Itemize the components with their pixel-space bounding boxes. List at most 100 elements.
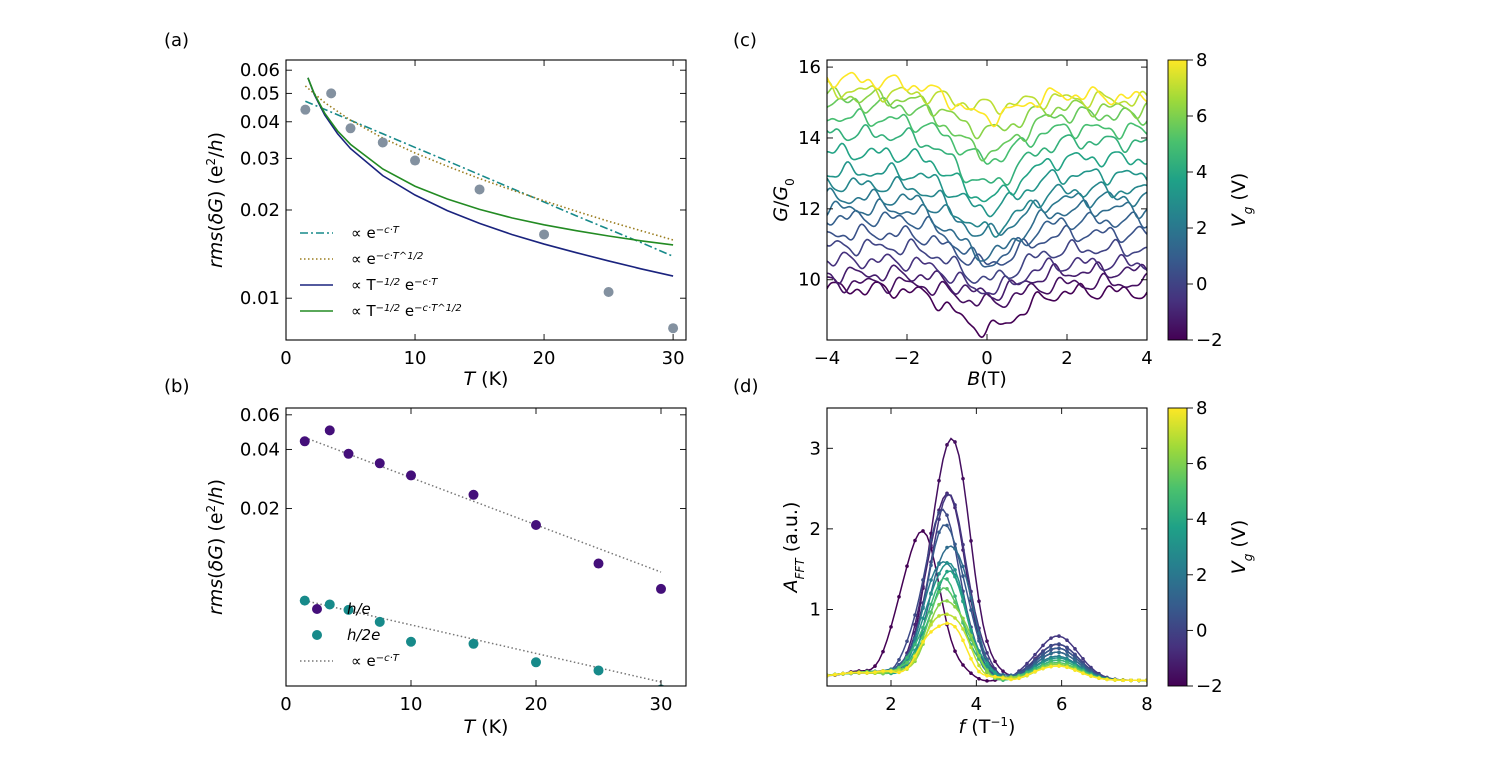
conductance-trace bbox=[827, 161, 1147, 218]
fft-point bbox=[953, 624, 957, 629]
fft-point bbox=[993, 659, 997, 664]
fft-point bbox=[945, 577, 949, 581]
panel-b-ytick-label: 0.04 bbox=[240, 439, 280, 460]
panel-c-colorbar bbox=[1167, 59, 1188, 341]
fft-point bbox=[1081, 657, 1085, 661]
conductance-trace bbox=[827, 86, 1147, 140]
panel-c-xtick-label: 2 bbox=[1061, 348, 1072, 369]
fft-point bbox=[985, 673, 989, 678]
fft-point bbox=[1025, 673, 1029, 677]
fft-point bbox=[937, 581, 941, 586]
fft-point bbox=[1081, 671, 1085, 676]
fft-point bbox=[945, 545, 949, 550]
fft-point bbox=[897, 670, 901, 675]
panel-b-ytick-label: 0.06 bbox=[240, 405, 280, 426]
fft-point bbox=[929, 602, 933, 607]
fft-point bbox=[1057, 650, 1061, 655]
fft-point bbox=[945, 561, 949, 565]
data-point bbox=[474, 184, 485, 195]
fft-point bbox=[969, 671, 973, 676]
fft-point bbox=[1121, 678, 1125, 683]
fft-point bbox=[929, 611, 933, 615]
fft-point bbox=[985, 651, 989, 655]
fft-point bbox=[1065, 665, 1069, 670]
fft-point bbox=[977, 631, 981, 636]
panel-c-cbtick-label: 0 bbox=[1196, 274, 1207, 295]
fft-point bbox=[1065, 645, 1069, 650]
panel-c-ytick-label: 14 bbox=[798, 128, 821, 149]
fit-line bbox=[304, 436, 662, 573]
fft-point bbox=[921, 606, 925, 611]
panel-a-ytick-label: 0.01 bbox=[240, 288, 280, 309]
fft-point bbox=[945, 586, 949, 591]
fft-point bbox=[857, 671, 861, 675]
fft-point bbox=[921, 625, 925, 630]
fft-point bbox=[1089, 674, 1093, 678]
fft-point bbox=[977, 599, 981, 603]
fft-point bbox=[953, 604, 957, 609]
chart-panel-b: 0 10 20 30 0.02 0.04 0.06 T (K) rms(δG) (e2/h)… bbox=[204, 405, 687, 738]
fft-point bbox=[1057, 664, 1061, 668]
panel-d-cbtick-label: −2 bbox=[1196, 676, 1223, 697]
legend-label: ∝ e−c·T^1/2 bbox=[351, 250, 423, 268]
fft-point bbox=[945, 492, 949, 497]
fft-point bbox=[969, 645, 973, 650]
conductance-trace bbox=[827, 251, 1147, 296]
chart-panel-d: 2 4 6 8 1 2 3 f (T−1) AFFT (a.u.) −2 0 2 4 6 8 Vg (… bbox=[780, 398, 1255, 738]
fft-point bbox=[969, 628, 973, 633]
fft-point bbox=[905, 564, 909, 568]
fft-point bbox=[945, 599, 949, 603]
panel-label-b: (b) bbox=[164, 376, 189, 397]
fft-point bbox=[1049, 664, 1053, 669]
panel-c-xtick-label: −2 bbox=[894, 348, 921, 369]
panel-d-cbtick-label: 0 bbox=[1196, 620, 1207, 641]
panel-a-legend: ∝ e−c·T ∝ e−c·T^1/2 ∝ T−1/2 e−c·T ∝ T−1/2 e… bbox=[300, 224, 462, 320]
fft-point bbox=[953, 542, 957, 547]
data-point bbox=[603, 286, 614, 297]
fit-line bbox=[304, 85, 674, 241]
panel-d-cbtick-label: 2 bbox=[1196, 565, 1207, 586]
fft-point bbox=[985, 661, 989, 666]
panel-a-xtick-label: 0 bbox=[280, 348, 291, 369]
fft-point bbox=[905, 655, 909, 660]
data-point bbox=[468, 638, 479, 649]
panel-d-xtick-label: 4 bbox=[971, 694, 982, 715]
fft-point bbox=[1049, 636, 1053, 640]
fft-point bbox=[1097, 676, 1101, 680]
fft-point bbox=[1073, 655, 1077, 660]
panel-d-cbtick-label: 4 bbox=[1196, 509, 1207, 530]
fft-point bbox=[945, 612, 949, 617]
fft-point bbox=[985, 679, 989, 683]
panel-label-c: (c) bbox=[733, 30, 757, 51]
panel-c-xtick-label: −4 bbox=[814, 348, 841, 369]
panel-d-ytick-label: 2 bbox=[810, 519, 821, 540]
fft-point bbox=[913, 622, 917, 627]
fft-point bbox=[953, 616, 957, 620]
fit-line bbox=[307, 77, 674, 277]
panel-d-ytick-label: 1 bbox=[810, 599, 821, 620]
conductance-trace bbox=[827, 238, 1147, 284]
fft-point bbox=[905, 639, 909, 644]
fft-point bbox=[889, 669, 893, 674]
data-point bbox=[593, 665, 604, 676]
fft-point bbox=[961, 476, 965, 481]
data-point bbox=[300, 104, 311, 115]
data-point bbox=[531, 657, 541, 668]
legend-label: h/e bbox=[347, 600, 371, 618]
fft-point bbox=[921, 616, 925, 621]
fft-point bbox=[969, 608, 973, 612]
conductance-trace bbox=[827, 281, 1147, 339]
data-point bbox=[343, 448, 354, 459]
fft-point bbox=[1033, 652, 1037, 657]
fft-point bbox=[985, 639, 989, 643]
fft-point bbox=[961, 574, 965, 578]
fft-point bbox=[1049, 651, 1053, 656]
panel-a-xlabel: T (K) bbox=[464, 368, 509, 390]
panel-c-ylabel: G/G0 bbox=[770, 178, 797, 222]
fft-point bbox=[1073, 647, 1077, 651]
fft-point bbox=[945, 569, 949, 574]
fft-point bbox=[921, 578, 925, 582]
fft-point bbox=[929, 563, 933, 568]
fft-point bbox=[881, 669, 885, 673]
